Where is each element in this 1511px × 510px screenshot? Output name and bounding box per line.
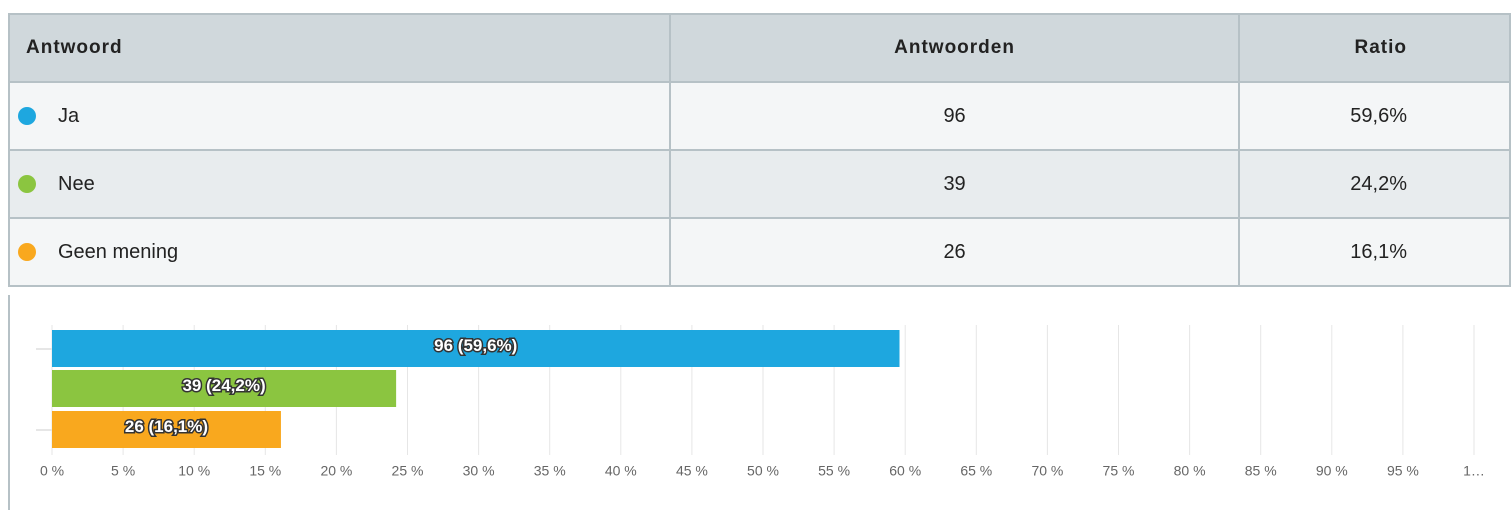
count: 39 xyxy=(668,149,1241,219)
x-tick-label: 5 % xyxy=(111,463,135,479)
ratio: 59,6% xyxy=(1238,81,1511,151)
x-tick-label: 65 % xyxy=(960,463,992,479)
bar xyxy=(52,370,397,407)
color-dot xyxy=(18,175,36,194)
x-tick-label: 70 % xyxy=(1031,463,1063,479)
row: Ja 96 59,6% xyxy=(8,81,1511,151)
answer: Geen mening xyxy=(58,240,179,263)
bar xyxy=(52,411,281,448)
header-row: Antwoord Antwoorden Ratio xyxy=(8,13,1511,83)
value-label: 96 (59,6%) xyxy=(434,336,517,355)
value-label: 26 (16,1%) xyxy=(125,417,208,436)
chart: 0 % 5 % 10 % 15 % 20 % 25 % 30 % 35 % 40 % 45 % 50… xyxy=(8,295,1485,510)
ratio: 24,2% xyxy=(1238,149,1511,219)
ratio: 16,1% xyxy=(1238,217,1511,287)
answer-cell: Nee xyxy=(8,149,671,219)
value-label: 39 (24,2%) xyxy=(182,376,265,395)
x-tick-label: 30 % xyxy=(463,463,495,479)
x-tick-label: 80 % xyxy=(1174,463,1206,479)
x-tick-label: 55 % xyxy=(818,463,850,479)
header-cell: Antwoorden xyxy=(668,13,1241,83)
x-tick-label: 15 % xyxy=(249,463,281,479)
row: Geen mening 26 16,1% xyxy=(8,217,1511,287)
answer: Nee xyxy=(58,172,95,195)
color-dot xyxy=(18,107,36,126)
x-tick-label: 50 % xyxy=(747,463,779,479)
x-tick-label: 1… xyxy=(1463,463,1485,479)
answer-cell: Geen mening xyxy=(8,217,671,287)
count: 96 xyxy=(668,81,1241,151)
count: 26 xyxy=(668,217,1241,287)
x-tick-label: 85 % xyxy=(1245,463,1277,479)
x-tick-label: 40 % xyxy=(605,463,637,479)
x-tick-label: 0 % xyxy=(40,463,64,479)
x-tick-label: 35 % xyxy=(534,463,566,479)
x-tick-label: 75 % xyxy=(1103,463,1135,479)
row: Nee 39 24,2% xyxy=(8,149,1511,219)
header-cell: Ratio xyxy=(1238,13,1511,83)
answer: Ja xyxy=(58,104,80,127)
bar xyxy=(52,330,900,367)
color-dot xyxy=(18,243,36,262)
x-tick-label: 25 % xyxy=(392,463,424,479)
x-tick-label: 95 % xyxy=(1387,463,1419,479)
x-tick-label: 45 % xyxy=(676,463,708,479)
x-tick-label: 10 % xyxy=(178,463,210,479)
x-tick-label: 60 % xyxy=(889,463,921,479)
x-tick-label: 90 % xyxy=(1316,463,1348,479)
answer-cell: Ja xyxy=(8,81,671,151)
header-cell: Antwoord xyxy=(8,13,671,83)
x-tick-label: 20 % xyxy=(320,463,352,479)
results-table: Antwoord Antwoorden Ratio Ja 96 59,6% Ne… xyxy=(8,13,1511,287)
